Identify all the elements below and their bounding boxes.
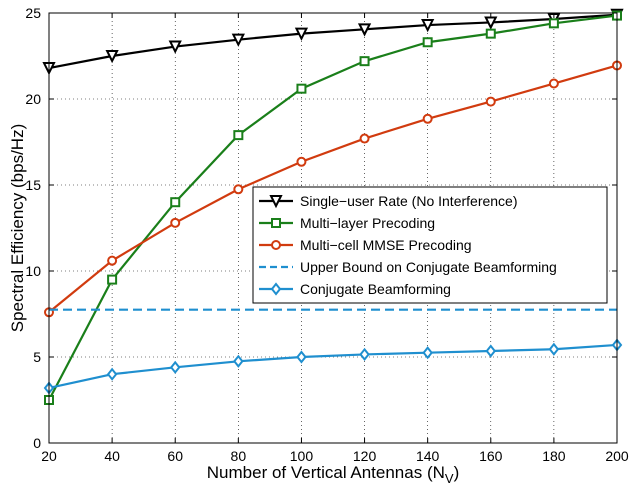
series-2 [44,60,622,318]
data-point [548,78,559,89]
data-point [233,354,244,368]
x-axis-label-subscript: V [445,471,454,486]
x-tick-label: 140 [416,448,440,464]
legend-label: Conjugate Beamforming [300,281,451,297]
x-tick-label: 40 [104,448,120,464]
data-point [107,255,118,266]
data-point [359,133,370,144]
legend-label: Single−user Rate (No Interference) [300,193,518,209]
data-point [294,27,309,41]
legend-marker [271,218,281,228]
legend-label: Multi−cell MMSE Precoding [300,237,472,253]
y-axis-label: Spectral Efficiency (bps/Hz) [8,124,27,332]
legend: Single−user Rate (No Interference) Multi−… [252,186,608,304]
y-tick-label: 25 [25,5,41,21]
legend-entry: Conjugate Beamforming [259,281,451,297]
data-point [107,274,118,285]
legend-entry: Upper Bound on Conjugate Beamforming [259,259,557,275]
data-point [233,130,244,141]
series-group [42,8,624,405]
series-line [48,13,618,70]
data-point [296,156,307,167]
legend-label: Multi−layer Precoding [300,215,435,231]
data-point [169,360,181,374]
data-point [422,37,433,48]
data-point [484,16,498,30]
x-tick-label: 80 [231,448,247,464]
series-0 [42,8,624,76]
data-point [421,19,435,33]
data-point [422,113,433,124]
data-point [296,350,307,364]
x-tick-label: 180 [542,448,566,464]
legend-entry: Multi−layer Precoding [259,215,435,231]
y-tick-label: 20 [25,91,41,107]
y-tick-label: 5 [33,349,41,365]
x-axis-label-close: ) [454,463,460,482]
y-tick-label: 0 [33,435,41,451]
x-tick-label: 160 [479,448,503,464]
data-point [485,28,496,39]
data-point [548,18,559,29]
data-point [168,40,182,54]
data-point [359,347,370,362]
data-point [105,50,119,64]
y-tick-label: 15 [25,177,41,193]
data-point [170,217,181,228]
legend-label: Upper Bound on Conjugate Beamforming [300,259,557,275]
data-point [422,346,433,360]
x-tick-label: 20 [41,448,57,464]
data-point [485,344,497,358]
data-point [106,367,118,381]
x-axis-label: Number of Vertical Antennas (NV) [207,463,459,486]
series-line [48,343,618,390]
x-tick-label: 100 [290,448,314,464]
legend-box [252,186,608,304]
data-point [170,197,181,208]
data-point [231,33,245,47]
plot-frame [48,12,618,444]
axis-ticks: 20 40 60 80 100 120 140 160 180 200 0 5 10 15 20 25 [25,5,628,464]
legend-entry: Multi−cell MMSE Precoding [259,237,472,253]
data-point [548,342,560,356]
legend-marker [269,195,283,209]
data-point [359,56,370,67]
x-tick-label: 120 [353,448,377,464]
y-tick-label: 10 [25,263,41,279]
x-tick-label: 60 [167,448,183,464]
series-line [48,64,618,314]
data-point [296,83,307,94]
legend-entry: Single−user Rate (No Interference) [259,193,518,209]
data-point [357,23,372,37]
legend-marker [270,282,282,296]
series-4 [43,338,623,395]
data-point [485,96,496,107]
legend-marker [271,240,281,250]
data-point [233,184,244,195]
x-axis-label-main: Number of Vertical Antennas (N [207,463,445,482]
x-tick-label: 200 [605,448,629,464]
